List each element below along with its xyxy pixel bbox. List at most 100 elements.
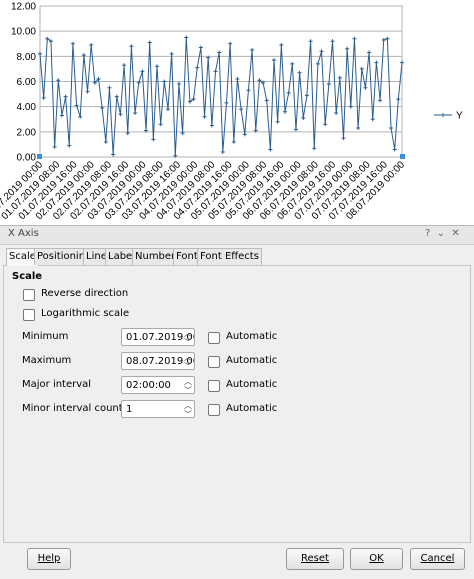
checkbox-label[interactable]: Automatic <box>226 379 278 390</box>
point-marker <box>272 58 277 63</box>
point-marker <box>147 40 152 45</box>
window-controls[interactable]: ? ⌄ ✕ <box>425 228 460 239</box>
reset-button[interactable]: Reset <box>286 548 344 570</box>
point-marker <box>176 82 181 87</box>
point-marker <box>367 50 372 55</box>
checkbox-label[interactable]: Automatic <box>226 355 278 366</box>
point-marker <box>140 69 145 74</box>
point-marker <box>326 82 331 87</box>
point-marker <box>129 44 134 49</box>
point-marker <box>231 139 236 144</box>
point-marker <box>213 69 218 74</box>
point-marker <box>268 147 273 152</box>
point-marker <box>264 98 269 103</box>
dialog: X Axis ? ⌄ ✕ Scale Help Reset OK Cancel … <box>0 225 474 579</box>
point-marker <box>345 46 350 51</box>
checkbox-label[interactable]: Automatic <box>226 403 278 414</box>
point-marker <box>246 88 251 93</box>
y-tick-label: 10.00 <box>11 27 36 38</box>
ok-button[interactable]: OK <box>350 548 403 570</box>
spin-field[interactable]: 08.07.2019 00:00︿﹀ <box>121 352 195 370</box>
checkbox[interactable] <box>23 289 35 301</box>
point-marker <box>257 78 262 83</box>
spin-field[interactable]: 1 ︿ ﹀ <box>121 400 195 418</box>
point-marker <box>235 76 240 81</box>
help-button[interactable]: Help <box>27 548 71 570</box>
point-marker <box>253 128 258 133</box>
point-marker <box>70 41 75 46</box>
point-marker <box>136 80 141 85</box>
point-marker <box>396 97 401 102</box>
point-marker <box>103 139 108 144</box>
y-tick-label: 8.00 <box>17 52 37 63</box>
point-marker <box>92 80 97 85</box>
point-marker <box>374 60 379 65</box>
y-tick-label: 2.00 <box>17 127 37 138</box>
spin-buttons[interactable]: ︿ ﹀ <box>184 353 192 370</box>
checkbox[interactable] <box>208 332 220 344</box>
point-marker <box>224 100 229 105</box>
point-marker <box>107 85 112 90</box>
point-marker <box>118 112 123 117</box>
point-marker <box>122 63 127 68</box>
checkbox[interactable] <box>208 380 220 392</box>
point-marker <box>381 37 386 42</box>
series-line <box>39 37 403 156</box>
point-marker <box>352 36 357 41</box>
point-marker <box>63 94 68 99</box>
field-label: Major interval <box>22 379 92 390</box>
point-marker <box>155 64 160 69</box>
cancel-button[interactable]: Cancel <box>410 548 465 570</box>
point-marker <box>198 45 203 50</box>
point-marker <box>315 61 320 66</box>
point-marker <box>239 107 244 112</box>
checkbox-label[interactable]: Reverse direction <box>41 288 129 299</box>
checkbox-label[interactable]: Automatic <box>226 331 278 342</box>
point-marker <box>52 144 57 149</box>
spin-field[interactable]: 01.07.2019 00:0︿﹀ <box>121 328 195 346</box>
spin-buttons[interactable]: ︿ ﹀ <box>184 329 192 346</box>
point-marker <box>228 41 233 46</box>
checkbox[interactable] <box>208 356 220 368</box>
selection-handle <box>400 154 405 159</box>
point-marker <box>385 36 390 41</box>
field-label: Minimum <box>22 331 69 342</box>
legend-label: Y <box>456 111 463 122</box>
point-marker <box>202 114 207 119</box>
point-marker <box>392 147 397 152</box>
point-marker <box>85 89 90 94</box>
field-label: Maximum <box>22 355 72 366</box>
point-marker <box>217 50 222 55</box>
checkbox-label[interactable]: Logarithmic scale <box>41 308 130 319</box>
point-marker <box>144 128 149 133</box>
point-marker <box>363 85 368 90</box>
chart: 0.002.004.006.008.0010.0012.0001.07.2019… <box>0 2 463 223</box>
point-marker <box>356 126 361 131</box>
point-marker <box>125 131 130 136</box>
point-marker <box>187 99 192 104</box>
point-marker <box>286 90 291 95</box>
spin-buttons[interactable]: ︿ ﹀ <box>184 401 192 418</box>
point-marker <box>158 122 163 127</box>
point-marker <box>261 80 266 85</box>
y-tick-label: 12.00 <box>11 2 36 13</box>
tab[interactable]: Font Effects <box>197 248 262 265</box>
point-marker <box>209 123 214 128</box>
point-marker <box>74 103 79 108</box>
point-marker <box>250 48 255 53</box>
point-marker <box>41 95 46 100</box>
point-marker <box>169 51 174 56</box>
spin-buttons[interactable]: ︿ ﹀ <box>184 377 192 394</box>
checkbox[interactable] <box>208 404 220 416</box>
checkbox[interactable] <box>23 309 35 321</box>
point-marker <box>282 109 287 114</box>
point-marker <box>279 43 284 48</box>
point-marker <box>348 104 353 109</box>
spin-field[interactable]: 02:00:00 ︿ ﹀ <box>121 376 195 394</box>
point-marker <box>173 153 178 158</box>
point-marker <box>78 114 83 119</box>
point-marker <box>206 55 211 60</box>
legend-marker <box>441 113 445 117</box>
point-marker <box>195 65 200 70</box>
